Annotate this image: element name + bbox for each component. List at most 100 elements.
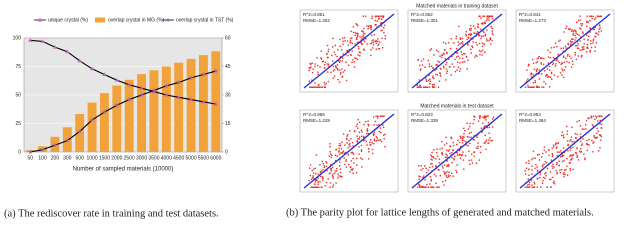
scatter-dot bbox=[314, 63, 316, 65]
scatter-dot bbox=[457, 139, 459, 142]
scatter-dot bbox=[492, 33, 494, 36]
scatter-dot bbox=[423, 186, 425, 188]
scatter-dot bbox=[363, 136, 365, 138]
scatter-dot bbox=[356, 58, 359, 60]
scatter-dot bbox=[372, 41, 375, 44]
scatter-dot bbox=[323, 165, 326, 167]
scatter-dot bbox=[553, 146, 555, 148]
scatter-dot bbox=[575, 45, 577, 47]
scatter-dot bbox=[451, 157, 453, 159]
scatter-dot bbox=[431, 159, 433, 161]
scatter-dot bbox=[555, 163, 558, 165]
scatter-dot bbox=[361, 166, 363, 168]
scatter-dot bbox=[435, 64, 437, 66]
scatter-dot bbox=[327, 50, 329, 53]
scatter-dot bbox=[380, 140, 383, 143]
scatter-dot bbox=[566, 158, 568, 160]
scatter-dot bbox=[329, 146, 331, 148]
scatter-dot bbox=[346, 40, 349, 42]
scatter-dot bbox=[352, 26, 355, 28]
scatter-dot bbox=[586, 51, 588, 53]
scatter-dot bbox=[548, 76, 550, 78]
scatter-dot bbox=[491, 15, 493, 17]
scatter-dot bbox=[569, 28, 571, 30]
scatter-dot bbox=[531, 58, 534, 61]
scatter-dot bbox=[358, 138, 360, 140]
scatter-dot bbox=[566, 165, 568, 167]
scatter-dot bbox=[552, 63, 554, 66]
scatter-dot bbox=[441, 141, 443, 143]
scatter-dot bbox=[549, 57, 552, 59]
scatter-dot bbox=[600, 127, 602, 129]
scatter-dot bbox=[353, 66, 356, 68]
scatter-dot bbox=[375, 115, 377, 117]
scatter-dot bbox=[463, 127, 465, 130]
scatter-dot bbox=[526, 80, 528, 82]
scatter-dot bbox=[565, 66, 567, 68]
scatter-dot bbox=[470, 34, 472, 36]
scatter-dot bbox=[532, 157, 534, 159]
scatter-dot bbox=[530, 73, 532, 76]
line-marker bbox=[28, 38, 33, 42]
scatter-dot bbox=[448, 149, 450, 151]
scatter-dot bbox=[309, 67, 311, 70]
scatter-dot bbox=[334, 159, 337, 162]
scatter-dot bbox=[462, 135, 464, 138]
scatter-dot bbox=[551, 154, 554, 156]
scatter-dot bbox=[362, 15, 364, 17]
scatter-dot bbox=[366, 43, 368, 45]
scatter-dot bbox=[468, 37, 470, 39]
scatter-dot bbox=[447, 163, 450, 166]
scatter-dot bbox=[434, 86, 436, 88]
scatter-dot bbox=[353, 61, 355, 63]
scatter-dot bbox=[367, 123, 369, 126]
line-marker bbox=[188, 75, 194, 80]
scatter-dot bbox=[330, 170, 332, 172]
scatter-dot bbox=[452, 149, 455, 151]
scatter-dot bbox=[473, 135, 475, 137]
scatter-dot bbox=[350, 138, 352, 140]
scatter-dot bbox=[582, 48, 584, 50]
scatter-dot bbox=[340, 152, 342, 154]
scatter-dot bbox=[474, 27, 476, 30]
scatter-dot bbox=[581, 25, 583, 27]
scatter-dot bbox=[321, 176, 324, 179]
scatter-dot bbox=[338, 175, 340, 177]
scatter-dot bbox=[468, 125, 471, 128]
scatter-dot bbox=[453, 144, 455, 147]
scatter-dot bbox=[483, 116, 486, 118]
scatter-dot bbox=[421, 185, 423, 188]
scatter-dot bbox=[347, 134, 349, 136]
scatter-dot bbox=[351, 50, 353, 52]
scatter-dot bbox=[420, 86, 422, 88]
scatter-dot bbox=[570, 154, 572, 156]
line-marker bbox=[27, 149, 33, 154]
scatter-dot bbox=[369, 141, 371, 144]
scatter-dot bbox=[564, 45, 566, 47]
line-marker bbox=[127, 82, 132, 87]
scatter-dot bbox=[324, 185, 327, 187]
scatter-dot bbox=[347, 153, 349, 155]
scatter-dot bbox=[585, 128, 587, 130]
panel-stat: RMSE=1.229 bbox=[303, 118, 330, 123]
scatter-dot bbox=[430, 65, 433, 67]
scatter-dot bbox=[583, 153, 585, 155]
scatter-dot bbox=[320, 175, 322, 178]
scatter-dot bbox=[361, 37, 363, 40]
scatter-dot bbox=[580, 150, 583, 153]
scatter-dot bbox=[360, 43, 363, 45]
scatter-dot bbox=[552, 167, 554, 169]
scatter-dot bbox=[438, 80, 441, 82]
scatter-dot bbox=[538, 69, 540, 71]
scatter-dot bbox=[462, 137, 464, 140]
scatter-dot bbox=[329, 143, 331, 145]
scatter-dot bbox=[576, 154, 578, 156]
scatter-dot bbox=[352, 31, 355, 34]
panel-stat: RMSE=1.301 bbox=[411, 18, 438, 23]
scatter-dot bbox=[381, 47, 384, 49]
scatter-dot bbox=[526, 69, 528, 71]
scatter-dot bbox=[314, 179, 317, 181]
scatter-dot bbox=[361, 135, 363, 137]
scatter-dot bbox=[438, 162, 440, 164]
scatter-dot bbox=[600, 15, 602, 17]
